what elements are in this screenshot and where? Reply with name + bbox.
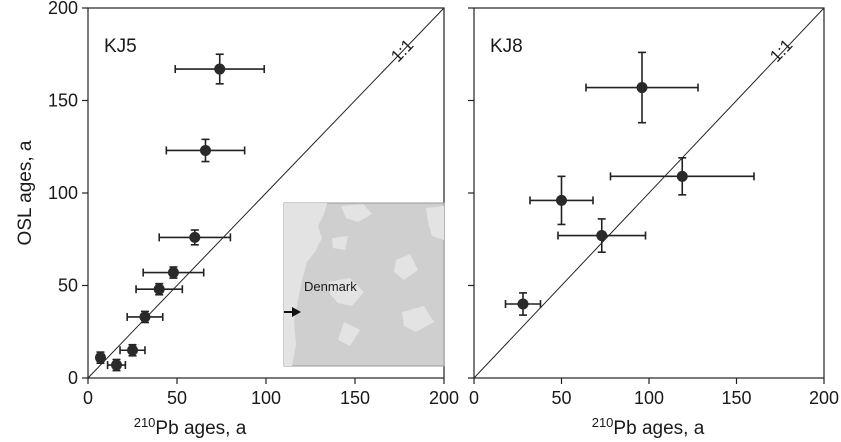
data-point	[174, 53, 266, 85]
y-tick-label: 0	[68, 368, 78, 388]
x-axis-title: 210Pb ages, a	[134, 415, 247, 439]
x-axis-title-superscript: 210	[134, 415, 156, 430]
x-axis-ticks: 0 50 100 150 200	[469, 378, 839, 408]
data-point	[126, 310, 164, 324]
data-point	[529, 175, 594, 226]
y-tick-label: 150	[48, 91, 78, 111]
data-point	[504, 292, 542, 316]
x-tick-label: 50	[551, 388, 571, 408]
data-point	[135, 282, 184, 296]
y-axis-ticks	[468, 7, 474, 379]
data-point	[94, 351, 106, 365]
data-point	[585, 51, 699, 124]
data-points	[504, 51, 755, 316]
y-tick-label: 50	[58, 276, 78, 296]
one-to-one-line	[474, 8, 824, 378]
arrow-icon	[284, 307, 301, 317]
x-tick-label: 200	[809, 388, 839, 408]
point-marker	[556, 194, 567, 206]
x-tick-label: 150	[721, 388, 751, 408]
point-marker	[189, 231, 201, 243]
data-points	[94, 53, 266, 372]
x-axis-ticks: 0 50 100 150 200	[83, 378, 459, 408]
data-point	[609, 157, 755, 196]
x-tick-label: 150	[340, 388, 370, 408]
point-marker	[153, 283, 165, 295]
inset-label: Denmark	[304, 279, 357, 294]
x-tick-label: 50	[167, 388, 187, 408]
y-tick-label: 100	[48, 183, 78, 203]
x-axis-title: 210Pb ages, a	[592, 415, 705, 439]
point-marker	[636, 82, 648, 94]
point-marker	[139, 311, 151, 323]
one-to-one-label: 1:1	[766, 36, 796, 66]
data-point	[106, 358, 127, 372]
y-axis-title: OSL ages, a	[15, 140, 36, 245]
point-marker	[214, 63, 226, 75]
y-tick-label: 200	[48, 0, 78, 18]
denmark-inset-map: Denmark	[283, 202, 445, 367]
data-point	[158, 229, 232, 246]
x-tick-label: 100	[251, 388, 281, 408]
point-marker	[127, 344, 138, 356]
point-marker	[167, 267, 179, 279]
point-marker	[676, 170, 688, 182]
data-point	[119, 343, 146, 357]
point-marker	[110, 359, 122, 371]
data-point	[165, 138, 246, 163]
point-marker	[596, 230, 608, 242]
x-axis-title-text: Pb ages, a	[155, 418, 246, 439]
point-marker	[199, 144, 211, 156]
x-tick-label: 100	[634, 388, 664, 408]
point-marker	[517, 298, 529, 310]
x-axis-title-superscript: 210	[592, 415, 614, 430]
data-point	[142, 266, 205, 279]
panel-kj8: 1:1 KJ8 0 50 100 150 200 210Pb ages, a	[468, 7, 839, 439]
panel-title: KJ8	[490, 36, 523, 57]
x-tick-label: 200	[429, 388, 459, 408]
x-axis-title-text: Pb ages, a	[613, 418, 704, 439]
panel-title: KJ5	[104, 36, 137, 57]
x-tick-label: 0	[83, 388, 93, 408]
panel-kj5: 1:1 KJ5 Denmark 0 50 100 150 200 05010015020…	[15, 0, 459, 439]
x-tick-label: 0	[469, 388, 479, 408]
y-axis-ticks: 0 50 100 150 200	[48, 0, 88, 388]
point-marker	[94, 352, 106, 364]
data-point	[557, 218, 647, 253]
